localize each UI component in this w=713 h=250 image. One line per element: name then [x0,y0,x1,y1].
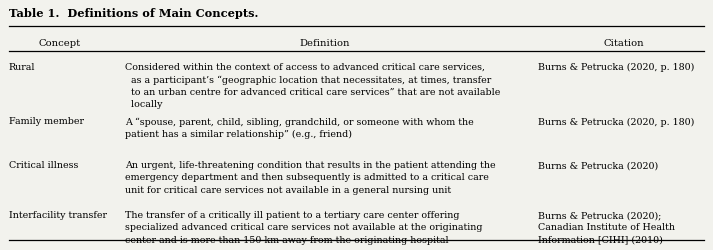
Text: Considered within the context of access to advanced critical care services,
  as: Considered within the context of access … [125,63,500,109]
Text: The transfer of a critically ill patient to a tertiary care center offering
spec: The transfer of a critically ill patient… [125,211,482,244]
Text: Citation: Citation [604,39,644,48]
Text: Definition: Definition [299,39,349,48]
Text: Burns & Petrucka (2020);
Canadian Institute of Health
Information [CIHI] (2010): Burns & Petrucka (2020); Canadian Instit… [538,211,675,244]
Text: Concept: Concept [38,39,81,48]
Text: Table 1.  Definitions of Main Concepts.: Table 1. Definitions of Main Concepts. [9,8,258,19]
Text: Rural: Rural [9,63,35,72]
Text: A “spouse, parent, child, sibling, grandchild, or someone with whom the
patient : A “spouse, parent, child, sibling, grand… [125,118,473,139]
Text: Critical illness: Critical illness [9,161,78,170]
Text: Family member: Family member [9,118,83,126]
Text: Burns & Petrucka (2020, p. 180): Burns & Petrucka (2020, p. 180) [538,118,694,126]
Text: An urgent, life-threatening condition that results in the patient attending the
: An urgent, life-threatening condition th… [125,161,496,194]
Text: Burns & Petrucka (2020): Burns & Petrucka (2020) [538,161,659,170]
Text: Interfacility transfer: Interfacility transfer [9,211,106,220]
Text: Burns & Petrucka (2020, p. 180): Burns & Petrucka (2020, p. 180) [538,63,694,72]
